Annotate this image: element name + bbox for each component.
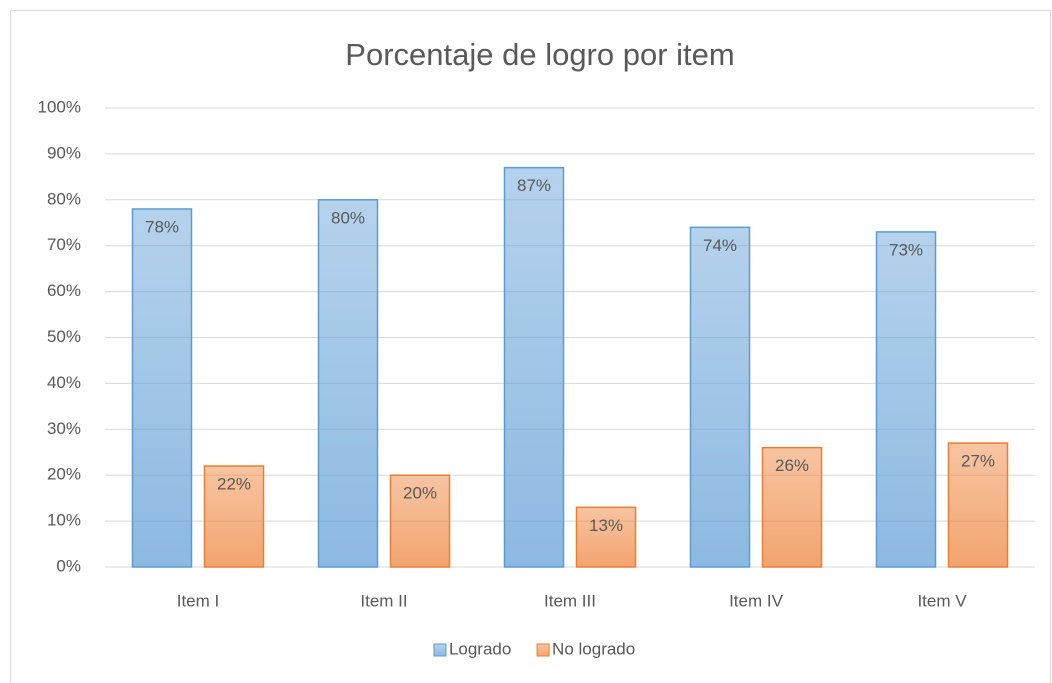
bar bbox=[761, 446, 823, 568]
y-tick-label: 30% bbox=[47, 419, 81, 438]
legend-label: Logrado bbox=[449, 639, 511, 658]
y-tick-label: 100% bbox=[38, 97, 81, 116]
legend-swatch bbox=[536, 643, 550, 657]
x-tick-label: Item V bbox=[917, 591, 967, 610]
y-tick-label: 40% bbox=[47, 373, 81, 392]
y-tick-label: 20% bbox=[47, 465, 81, 484]
y-tick-label: 90% bbox=[47, 143, 81, 162]
data-label: 20% bbox=[403, 484, 437, 503]
y-tick-label: 80% bbox=[47, 189, 81, 208]
x-tick-label: Item II bbox=[360, 591, 407, 610]
bar bbox=[575, 506, 637, 568]
data-label: 80% bbox=[331, 208, 365, 227]
bar bbox=[503, 166, 565, 568]
data-label: 78% bbox=[145, 217, 179, 236]
data-label: 13% bbox=[589, 516, 623, 535]
bar bbox=[317, 199, 379, 568]
x-tick-label: Item III bbox=[544, 591, 596, 610]
y-tick-label: 60% bbox=[47, 281, 81, 300]
bar bbox=[875, 231, 937, 568]
data-label: 26% bbox=[775, 456, 809, 475]
bar bbox=[947, 442, 1009, 568]
chart-title: Porcentaje de logro por item bbox=[345, 37, 734, 72]
x-tick-label: Item I bbox=[177, 591, 220, 610]
bar bbox=[389, 474, 451, 568]
legend-label: No logrado bbox=[552, 639, 635, 658]
data-label: 22% bbox=[217, 475, 251, 494]
data-label: 74% bbox=[703, 236, 737, 255]
data-label: 87% bbox=[517, 176, 551, 195]
bar bbox=[689, 226, 751, 568]
data-label: 27% bbox=[961, 452, 995, 471]
x-tick-label: Item IV bbox=[729, 591, 784, 610]
y-tick-label: 70% bbox=[47, 235, 81, 254]
bar bbox=[203, 465, 265, 568]
y-tick-label: 50% bbox=[47, 327, 81, 346]
y-tick-label: 0% bbox=[56, 556, 81, 575]
y-tick-label: 10% bbox=[47, 511, 81, 530]
data-label: 73% bbox=[889, 240, 923, 259]
bar bbox=[131, 208, 193, 568]
legend-swatch bbox=[433, 643, 447, 657]
